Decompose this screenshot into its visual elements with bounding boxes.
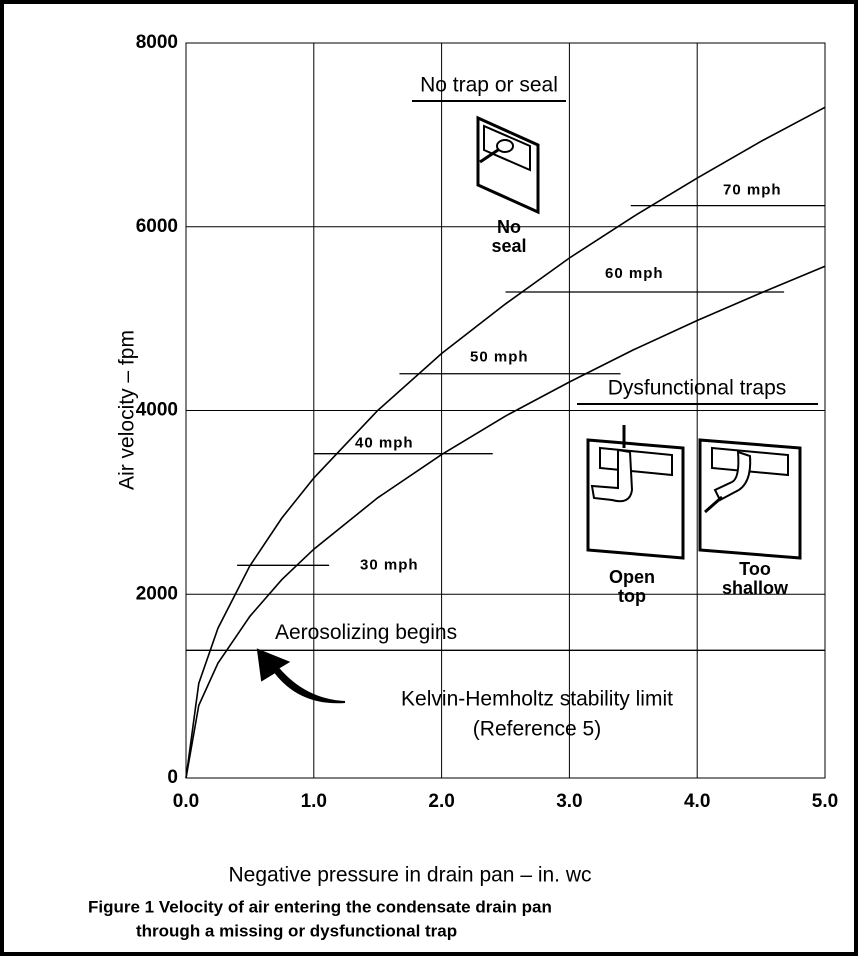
reference-label: Aerosolizing begins <box>275 621 457 644</box>
reference-label: 40 mph <box>355 435 414 452</box>
chart: Negative pressure in drain pan – in. wc … <box>0 0 858 969</box>
reference-label: 70 mph <box>723 182 782 199</box>
annotation: Open <box>609 567 655 587</box>
annotation: No trap or seal <box>420 74 558 97</box>
annotation: top <box>618 586 646 606</box>
reference-label: 50 mph <box>470 349 529 366</box>
x-axis-label: Negative pressure in drain pan – in. wc <box>228 864 591 887</box>
reference-label: 30 mph <box>360 556 419 573</box>
y-tick-label: 0 <box>167 767 178 788</box>
x-tick-label: 5.0 <box>812 791 838 812</box>
x-tick-label: 0.0 <box>173 791 199 812</box>
caption: through a missing or dysfunctional trap <box>136 921 457 940</box>
caption: Figure 1 Velocity of air entering the co… <box>88 897 552 916</box>
x-tick-label: 3.0 <box>556 791 582 812</box>
annotation: Dysfunctional traps <box>608 377 787 400</box>
annotation: No <box>497 217 521 237</box>
reference-label: 60 mph <box>605 265 664 282</box>
y-tick-label: 8000 <box>136 32 178 53</box>
annotation: seal <box>491 236 526 256</box>
y-tick-label: 2000 <box>136 583 178 604</box>
annotation: (Reference 5) <box>473 718 601 741</box>
annotation: shallow <box>722 578 789 598</box>
x-tick-label: 4.0 <box>684 791 710 812</box>
annotation: Too <box>739 559 771 579</box>
y-tick-label: 4000 <box>136 400 178 421</box>
annotation: Kelvin-Hemholtz stability limit <box>401 688 673 711</box>
y-tick-label: 6000 <box>136 216 178 237</box>
x-tick-label: 2.0 <box>428 791 454 812</box>
x-tick-label: 1.0 <box>301 791 327 812</box>
